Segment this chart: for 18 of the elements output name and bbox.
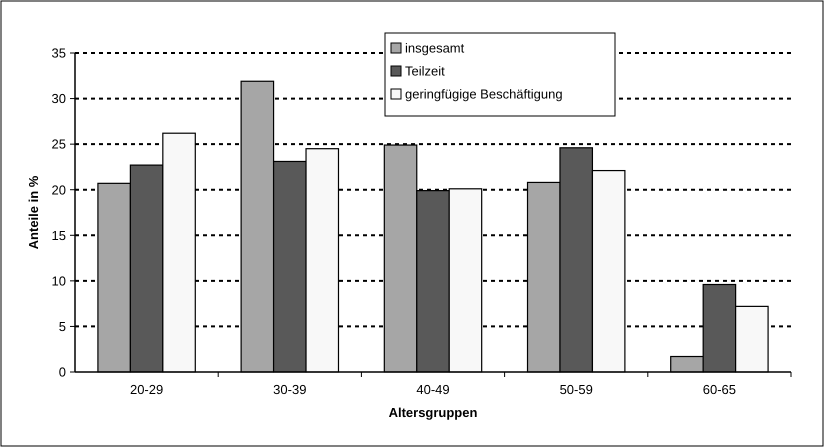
x-tick-label: 60-65 [702,382,736,397]
y-tick-label: 5 [58,318,66,334]
legend-label: geringfügige Beschäftigung [405,86,563,102]
x-tick-label: 40-49 [416,382,450,397]
y-tick-label: 15 [52,228,66,243]
y-axis-title: Anteile in % [26,175,41,250]
y-tick-label: 0 [58,364,66,380]
x-tick-label: 30-39 [273,382,306,397]
legend-label: Teilzeit [405,64,446,79]
y-tick-label: 10 [52,273,66,288]
y-tick-label: 25 [52,136,66,152]
y-tick-label: 20 [52,182,66,198]
x-tick-label: 20-29 [130,382,164,397]
x-tick-label: 50-59 [560,382,593,397]
y-tick-label: 35 [52,46,66,61]
x-axis-title: Altersgruppen [388,405,478,420]
y-tick-label: 30 [52,91,66,106]
legend-label: insgesamt [405,40,465,56]
